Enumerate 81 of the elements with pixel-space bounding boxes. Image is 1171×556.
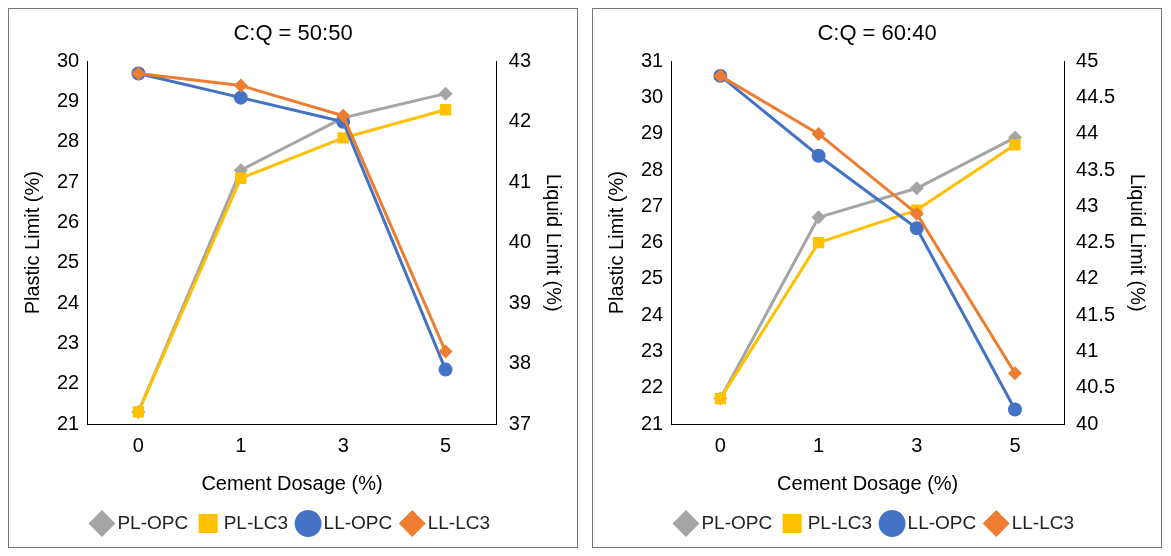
point bbox=[909, 181, 924, 196]
x-tick-label: 0 bbox=[132, 433, 144, 456]
y-tick-label: 24 bbox=[641, 302, 664, 325]
x-axis-title: Cement Dosage (%) bbox=[777, 471, 959, 494]
point bbox=[233, 78, 248, 93]
y2-tick-label: 37 bbox=[508, 411, 531, 434]
point bbox=[438, 344, 453, 359]
x-tick-label: 1 bbox=[235, 433, 247, 456]
y-tick-label: 26 bbox=[641, 230, 664, 253]
point bbox=[1009, 139, 1021, 151]
y-tick-label: 28 bbox=[641, 157, 664, 180]
y2-tick-label: 44 bbox=[1076, 121, 1099, 144]
y-axis-title: Plastic Limit (%) bbox=[20, 171, 43, 315]
y2-tick-label: 42 bbox=[1076, 266, 1099, 289]
x-tick-label: 1 bbox=[812, 433, 825, 456]
y-tick-label: 22 bbox=[641, 375, 664, 398]
y-axis-title: Plastic Limit (%) bbox=[604, 171, 627, 315]
x-tick-label: 0 bbox=[714, 433, 726, 456]
y-tick-label: 27 bbox=[641, 193, 664, 216]
y-tick-label: 28 bbox=[57, 129, 80, 152]
point bbox=[233, 90, 248, 105]
legend-label: PL-LC3 bbox=[807, 511, 873, 533]
chart-title: C:Q = 50:50 bbox=[233, 20, 353, 46]
y-tick-label: 23 bbox=[57, 330, 80, 353]
y-tick-label: 27 bbox=[57, 169, 80, 192]
point bbox=[438, 86, 453, 101]
legend-label: LL-LC3 bbox=[1011, 511, 1075, 533]
x-tick-label: 3 bbox=[337, 433, 349, 456]
y2-tick-label: 41 bbox=[508, 169, 531, 192]
y2-tick-label: 42.5 bbox=[1076, 230, 1116, 253]
point bbox=[439, 104, 452, 116]
y2-tick-label: 38 bbox=[508, 351, 531, 374]
point bbox=[812, 237, 825, 249]
point bbox=[1007, 402, 1022, 417]
x-axis-title: Cement Dosage (%) bbox=[201, 471, 383, 494]
y2-tick-label: 41.5 bbox=[1076, 302, 1116, 325]
y2-tick-label: 39 bbox=[508, 290, 531, 313]
y2-axis-title: Liquid Limit (%) bbox=[543, 173, 566, 312]
point bbox=[1007, 366, 1022, 381]
y2-tick-label: 43 bbox=[1076, 193, 1099, 216]
y2-tick-label: 41 bbox=[1076, 339, 1099, 361]
y-tick-label: 26 bbox=[57, 210, 80, 233]
y2-tick-label: 45 bbox=[1076, 48, 1099, 71]
point bbox=[909, 221, 924, 236]
y2-tick-label: 40 bbox=[1076, 411, 1099, 434]
y-tick-label: 29 bbox=[641, 121, 664, 144]
x-tick-label: 3 bbox=[911, 433, 923, 456]
point bbox=[909, 206, 924, 221]
legend-label: LL-OPC bbox=[323, 511, 393, 533]
legend-label: PL-LC3 bbox=[223, 511, 289, 533]
point bbox=[811, 148, 826, 163]
y-tick-label: 25 bbox=[57, 250, 80, 273]
point bbox=[811, 210, 826, 225]
point bbox=[337, 132, 349, 144]
y-tick-label: 22 bbox=[57, 371, 80, 394]
x-tick-label: 5 bbox=[1009, 433, 1021, 456]
chart-title: C:Q = 60:40 bbox=[817, 20, 937, 46]
y2-tick-label: 44.5 bbox=[1076, 85, 1116, 108]
y-tick-label: 30 bbox=[57, 48, 80, 71]
y-tick-label: 23 bbox=[641, 339, 664, 361]
y2-tick-label: 43 bbox=[508, 48, 531, 71]
y-tick-label: 21 bbox=[57, 411, 80, 434]
legend-label: PL-OPC bbox=[701, 511, 773, 533]
y-tick-label: 25 bbox=[641, 266, 664, 289]
y2-tick-label: 43.5 bbox=[1076, 157, 1116, 180]
y-tick-label: 29 bbox=[57, 89, 80, 112]
legend-label: LL-OPC bbox=[907, 511, 977, 533]
y-tick-label: 24 bbox=[57, 290, 80, 313]
y2-axis-title: Liquid Limit (%) bbox=[1127, 173, 1150, 312]
x-tick-label: 5 bbox=[440, 433, 452, 456]
y2-tick-label: 40 bbox=[508, 230, 531, 253]
point bbox=[235, 172, 247, 184]
y-tick-label: 21 bbox=[641, 411, 664, 434]
y2-tick-label: 42 bbox=[508, 109, 531, 132]
point bbox=[811, 126, 826, 141]
y-tick-label: 31 bbox=[641, 48, 664, 71]
legend-label: LL-LC3 bbox=[427, 511, 491, 533]
legend-label: PL-OPC bbox=[117, 511, 189, 533]
y2-tick-label: 40.5 bbox=[1076, 375, 1116, 398]
point bbox=[438, 362, 453, 377]
y-tick-label: 30 bbox=[641, 85, 664, 108]
